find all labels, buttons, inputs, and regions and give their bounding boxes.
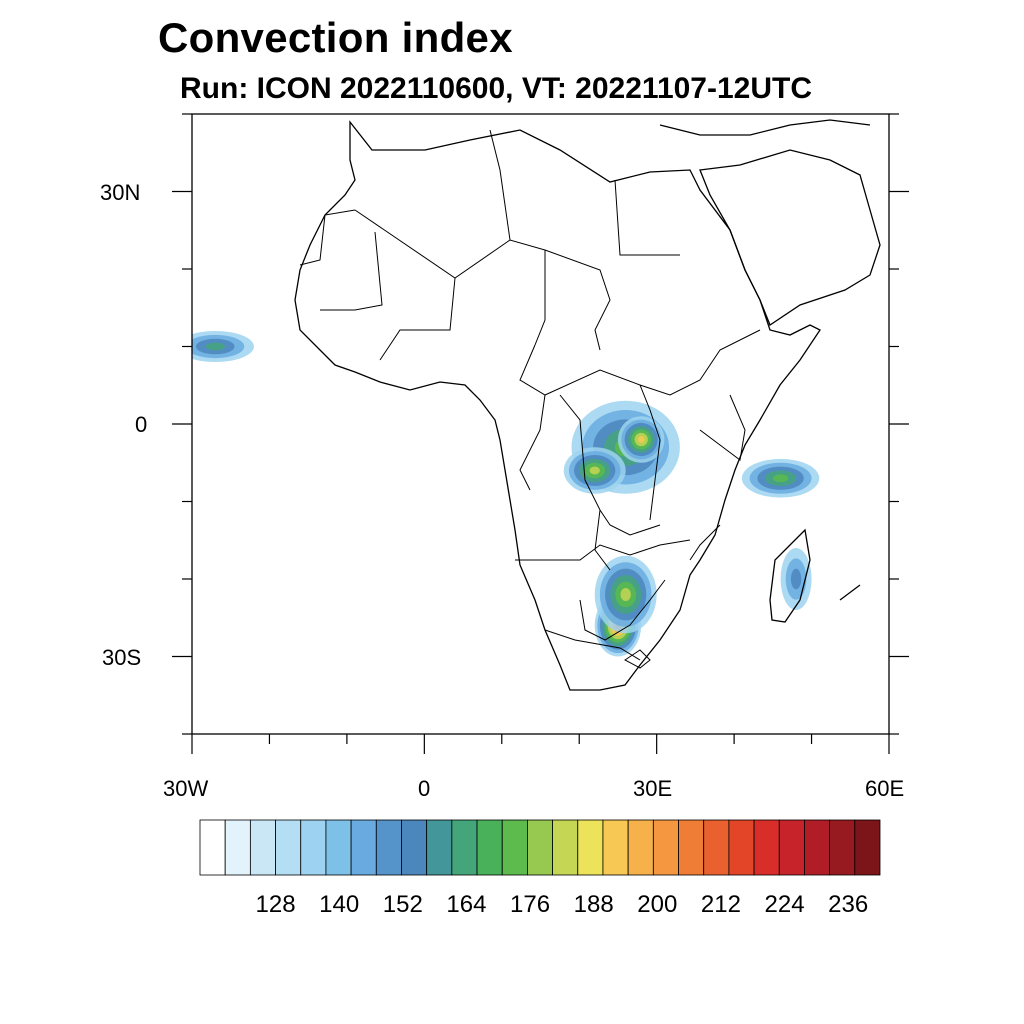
convection-cell <box>192 331 254 362</box>
colorbar-swatch <box>300 819 327 876</box>
convection-cell <box>594 555 657 634</box>
colorbar-label: 224 <box>765 891 805 918</box>
colorbar-label: 164 <box>446 891 486 918</box>
axis-ticks <box>172 113 909 754</box>
colorbar-swatch <box>829 819 856 876</box>
coastlines <box>294 119 881 691</box>
y-tick-label-0: 0 <box>135 412 148 437</box>
colorbar-swatch <box>527 819 553 876</box>
colorbar-swatch <box>552 819 579 876</box>
convection-cell <box>741 458 820 498</box>
y-tick-label-30n: 30N <box>100 180 141 205</box>
y-tick-label-30s: 30S <box>102 645 142 670</box>
colorbar-swatch <box>728 819 755 876</box>
colorbar-swatch <box>325 819 352 876</box>
colorbar-swatch <box>753 819 780 876</box>
colorbar-swatch <box>401 819 428 876</box>
colorbar-label: 128 <box>256 891 296 918</box>
colorbar-swatch <box>249 819 276 876</box>
colorbar-swatch <box>577 819 604 876</box>
x-tick-label-30e: 30E <box>633 776 673 801</box>
map-subtitle: Run: ICON 2022110600, VT: 20221107-12UTC <box>180 72 813 105</box>
colorbar-swatch <box>602 819 629 876</box>
colorbar-swatch <box>275 819 302 876</box>
convection-field <box>192 331 820 657</box>
colorbar-label: 236 <box>828 891 868 918</box>
colorbar-swatch <box>652 819 679 876</box>
x-tick-label-0: 0 <box>418 776 431 801</box>
colorbar-swatch <box>426 819 453 876</box>
colorbar-swatch <box>350 819 377 876</box>
colorbar-label: 176 <box>510 891 550 918</box>
colorbar-label: 200 <box>637 891 677 918</box>
colorbar-swatch <box>375 819 402 876</box>
colorbar-swatch <box>678 819 705 876</box>
colorbar-label: 188 <box>574 891 614 918</box>
colorbar-swatch <box>476 819 503 876</box>
colorbar-swatch <box>451 819 478 876</box>
colorbar-swatch <box>627 819 654 876</box>
colorbar-label: 212 <box>701 891 741 918</box>
colorbar-swatch <box>804 819 831 876</box>
colorbar-label: 152 <box>383 891 423 918</box>
colorbar-swatch <box>501 819 528 876</box>
colorbar-label: 140 <box>319 891 359 918</box>
colorbar-swatch <box>199 819 226 876</box>
x-tick-label-30w: 30W <box>163 776 209 801</box>
convection-cell <box>617 416 665 463</box>
map-title: Convection index <box>158 14 513 61</box>
x-tick-label-60e: 60E <box>865 776 905 801</box>
country-borders <box>299 129 761 669</box>
colorbar-swatch <box>224 819 251 876</box>
convection-cell <box>780 548 812 610</box>
colorbar-swatch <box>703 819 730 876</box>
colorbar-swatch <box>778 819 805 876</box>
colorbar-swatch <box>854 819 881 876</box>
